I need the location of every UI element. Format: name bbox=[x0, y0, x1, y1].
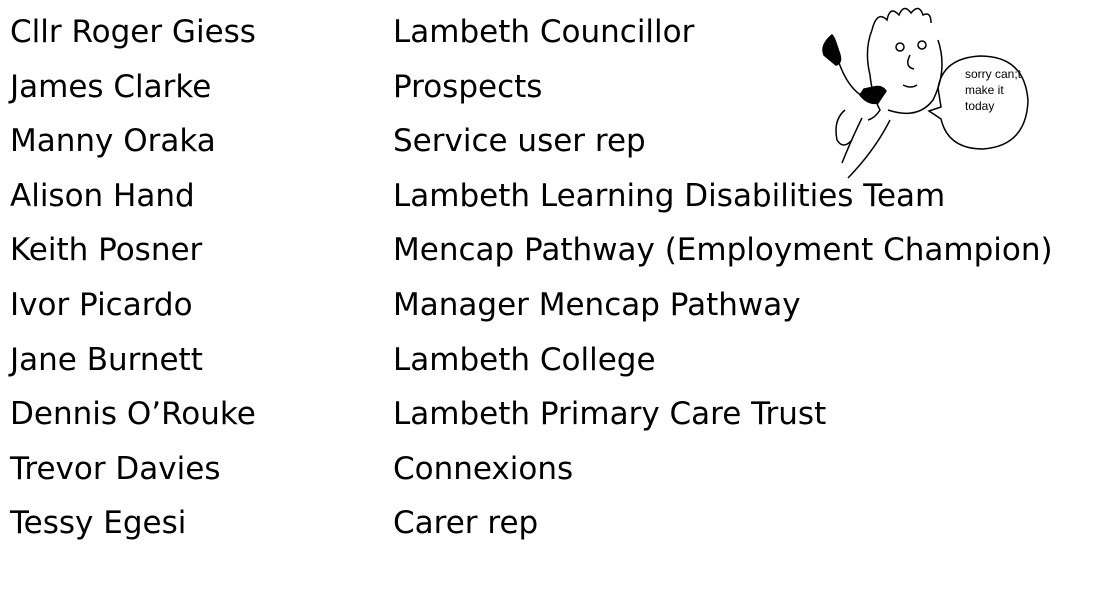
role: Service user rep bbox=[393, 123, 646, 160]
role: Manager Mencap Pathway bbox=[393, 287, 801, 323]
name: Alison Hand bbox=[10, 177, 195, 214]
name: Tessy Egesi bbox=[10, 505, 187, 542]
bubble-text: sorry can;t bbox=[965, 67, 1022, 81]
role: Carer rep bbox=[393, 505, 539, 542]
role: Lambeth College bbox=[393, 341, 656, 378]
role: Lambeth Primary Care Trust bbox=[393, 396, 827, 433]
name: Dennis O’Rouke bbox=[10, 396, 256, 433]
role: Connexions bbox=[393, 450, 574, 487]
name: Keith Posner bbox=[10, 232, 203, 269]
name: James Clarke bbox=[10, 68, 212, 105]
name: Jane Burnett bbox=[10, 341, 203, 378]
name: Ivor Picardo bbox=[10, 287, 193, 323]
bubble-text: make it bbox=[965, 83, 1004, 97]
role: Lambeth Councillor bbox=[393, 14, 695, 50]
name: Manny Oraka bbox=[10, 123, 216, 160]
role: Lambeth Learning Disabilities Team bbox=[393, 177, 946, 214]
role: Mencap Pathway (Employment Champion) bbox=[393, 232, 1053, 269]
name: Cllr Roger Giess bbox=[10, 14, 256, 50]
name: Trevor Davies bbox=[10, 450, 221, 487]
role: Prospects bbox=[393, 68, 543, 105]
bubble-text: today bbox=[965, 99, 994, 113]
